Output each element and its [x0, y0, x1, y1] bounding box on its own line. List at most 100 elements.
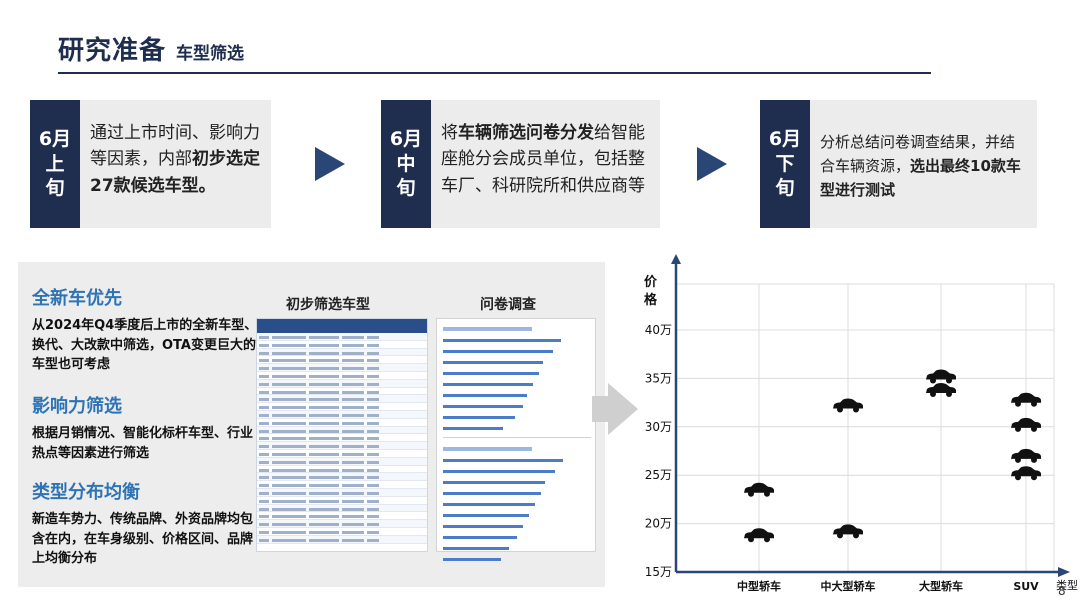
page-number: 8	[1058, 584, 1066, 598]
table-header	[257, 319, 427, 333]
survey-bar	[443, 470, 555, 473]
criterion-text: 新造车势力、传统品牌、外资品牌均包含在内，在车身级别、价格区间、品牌上均衡分布	[32, 512, 254, 566]
survey-bar	[443, 394, 527, 397]
y-axis-arrow-icon	[671, 254, 681, 264]
step-text-normal: 将	[441, 123, 458, 143]
survey-bar	[443, 416, 515, 419]
survey-thumbnail	[436, 318, 596, 561]
badge-month: 6月	[389, 127, 423, 150]
table-row	[257, 442, 427, 450]
survey-divider	[443, 437, 591, 438]
table-row	[257, 410, 427, 419]
step-text-normal: 分析总结问卷调查结果，并结合车辆资源，	[820, 133, 1016, 175]
survey-bar	[443, 383, 533, 386]
step-early-june: 6月 上 旬 通过上市时间、影响力等因素，内部初步选定27款候选车型。	[30, 100, 271, 228]
table-row	[257, 419, 427, 427]
flow-arrow-icon	[608, 383, 638, 435]
page-title: 研究准备	[58, 36, 167, 66]
step-late-june: 6月 下 旬 分析总结问卷调查结果，并结合车辆资源，选出最终10款车型进行测试	[760, 100, 1037, 228]
car-marker-icon	[926, 383, 956, 398]
x-tick-label: SUV	[1013, 580, 1039, 593]
table-row	[257, 504, 427, 513]
y-tick-label: 15万	[645, 565, 672, 579]
step-text-bold: 车辆筛选问卷分发	[458, 123, 594, 143]
survey-section	[443, 327, 591, 438]
step-text: 分析总结问卷调查结果，并结合车辆资源，选出最终10款车型进行测试	[820, 130, 1027, 202]
step-arrow-icon	[697, 147, 727, 181]
table-row	[257, 473, 427, 482]
survey-bar	[443, 481, 545, 484]
table-row	[257, 379, 427, 388]
step-badge: 6月 中 旬	[381, 100, 431, 228]
table-row	[257, 481, 427, 489]
criteria-panel: 全新车优先 从2024年Q4季度后上市的全新车型、换代、大改款中筛选，OTA变更…	[18, 262, 605, 587]
survey-bar	[443, 558, 501, 561]
y-tick-label: 35万	[645, 371, 672, 385]
table-row	[257, 450, 427, 458]
survey-title: 问卷调查	[480, 297, 536, 313]
step-text-normal: 通过上市时间、影响力等因素，内部	[90, 123, 260, 170]
page-subtitle: 车型筛选	[176, 44, 245, 64]
criterion-text: 根据月销情况、智能化标杆车型、行业热点等因素进行筛选	[32, 426, 254, 461]
table-row	[257, 512, 427, 521]
survey-header	[443, 327, 532, 331]
car-marker-icon	[744, 482, 774, 497]
y-tick-label: 30万	[645, 420, 672, 434]
car-marker-icon	[1011, 448, 1041, 463]
survey-header	[443, 447, 532, 451]
badge-month: 6月	[768, 127, 802, 150]
criterion-title: 全新车优先	[32, 288, 122, 309]
candidate-table-thumbnail	[256, 318, 428, 552]
chart-ylabel-2: 格	[644, 292, 658, 308]
badge-period-suffix: 旬	[45, 177, 65, 200]
page-header: 研究准备 车型筛选	[58, 30, 244, 67]
survey-bar	[443, 536, 517, 539]
step-text-bold: 初步选定27款候选车型。	[90, 149, 260, 196]
table-row	[257, 528, 427, 536]
badge-period: 上	[45, 152, 65, 175]
flow-arrow-stem	[592, 396, 610, 422]
criterion-new-vehicle: 全新车优先 从2024年Q4季度后上市的全新车型、换代、大改款中筛选，OTA变更…	[32, 284, 262, 375]
criterion-text: 从2024年Q4季度后上市的全新车型、换代、大改款中筛选，OTA变更巨大的车型也…	[32, 318, 258, 372]
chart-y-ticks: 40万 35万 30万 25万 20万 15万	[645, 323, 672, 579]
chart-x-ticks: 中型轿车 中大型轿车 大型轿车 SUV	[737, 579, 1039, 593]
survey-bars	[443, 459, 591, 561]
table-row	[257, 535, 427, 544]
chart-ylabel-1: 价	[644, 275, 658, 290]
y-tick-label: 25万	[645, 468, 672, 482]
survey-bar	[443, 361, 543, 364]
survey-bar	[443, 405, 523, 408]
survey-bar	[443, 503, 535, 506]
table-row	[257, 488, 427, 497]
x-tick-label: 中型轿车	[737, 579, 781, 593]
survey-bar	[443, 459, 563, 462]
car-marker-icon	[1011, 392, 1041, 407]
car-marker-icon	[1011, 466, 1041, 481]
car-marker-icon	[926, 369, 956, 384]
step-text-normal: 给智能座舱分会成员单位，包括整车厂、科研院所和供应商等	[441, 123, 645, 196]
table-body	[257, 333, 427, 544]
table-row	[257, 333, 427, 341]
table-row	[257, 364, 427, 372]
x-tick-label: 大型轿车	[919, 579, 963, 593]
step-arrow-icon	[315, 147, 345, 181]
badge-period-suffix: 旬	[396, 177, 416, 200]
car-marker-icon	[833, 524, 863, 539]
criterion-influence: 影响力筛选 根据月销情况、智能化标杆车型、行业热点等因素进行筛选	[32, 392, 262, 463]
survey-bars	[443, 339, 591, 430]
table-row	[257, 403, 427, 411]
badge-period: 中	[396, 152, 416, 175]
chart-grid	[676, 283, 1055, 573]
survey-bar	[443, 427, 503, 430]
table-row	[257, 348, 427, 357]
table-row	[257, 466, 427, 474]
table-row	[257, 457, 427, 466]
step-badge: 6月 下 旬	[760, 100, 810, 228]
survey-bar	[443, 372, 539, 375]
survey-bar	[443, 350, 553, 353]
badge-month: 6月	[38, 127, 72, 150]
y-tick-label: 40万	[645, 323, 672, 337]
car-marker-icon	[744, 528, 774, 543]
criterion-title: 类型分布均衡	[32, 482, 140, 503]
table-row	[257, 341, 427, 349]
